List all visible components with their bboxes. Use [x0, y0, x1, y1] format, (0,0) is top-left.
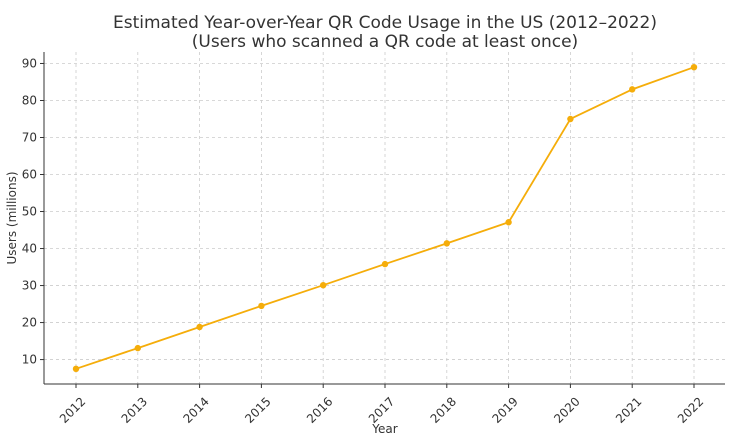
x-tick-label: 2012: [57, 394, 88, 425]
x-tick-label: 2018: [428, 394, 459, 425]
y-tick-label: 40: [22, 242, 37, 256]
data-point: [690, 63, 698, 71]
y-ticks: 10 20 30 40 50 60 70 80 90: [22, 56, 44, 367]
x-axis-label: Year: [371, 422, 397, 436]
y-tick-label: 70: [22, 130, 37, 144]
y-axis-label: Users (millions): [5, 171, 19, 264]
x-tick-label: 2014: [180, 394, 211, 425]
x-ticks: 2012 2013 2014 2015 2016 2017 2018 2019 2020 2021…: [57, 384, 706, 426]
x-tick-label: 2013: [119, 394, 150, 425]
data-point: [196, 323, 203, 331]
grid-layer: [44, 52, 725, 384]
y-tick-label: 20: [22, 316, 37, 330]
x-tick-label: 2022: [675, 394, 706, 425]
data-point: [629, 86, 636, 93]
data-point: [505, 219, 512, 226]
x-tick-label: 2019: [489, 394, 520, 425]
chart-title: Estimated Year-over-Year QR Code Usage i…: [113, 13, 657, 33]
x-tick-label: 2020: [551, 394, 582, 425]
data-point: [72, 365, 80, 373]
y-tick-label: 10: [22, 353, 37, 367]
x-tick-label: 2016: [304, 394, 335, 425]
data-point: [134, 344, 141, 352]
y-tick-label: 90: [22, 56, 37, 70]
data-point: [443, 240, 450, 247]
y-tick-label: 30: [22, 279, 37, 293]
x-tick-label: 2021: [613, 394, 644, 425]
series-layer: [72, 63, 698, 373]
y-tick-label: 50: [22, 205, 37, 219]
data-point: [567, 115, 574, 123]
data-point: [381, 260, 389, 268]
y-tick-label: 60: [22, 168, 37, 182]
data-point: [320, 281, 327, 289]
data-point: [258, 302, 265, 310]
x-tick-label: 2015: [242, 394, 273, 425]
axes-layer: [43, 52, 725, 385]
chart-subtitle: (Users who scanned a QR code at least on…: [192, 32, 578, 52]
y-tick-label: 80: [22, 93, 37, 107]
